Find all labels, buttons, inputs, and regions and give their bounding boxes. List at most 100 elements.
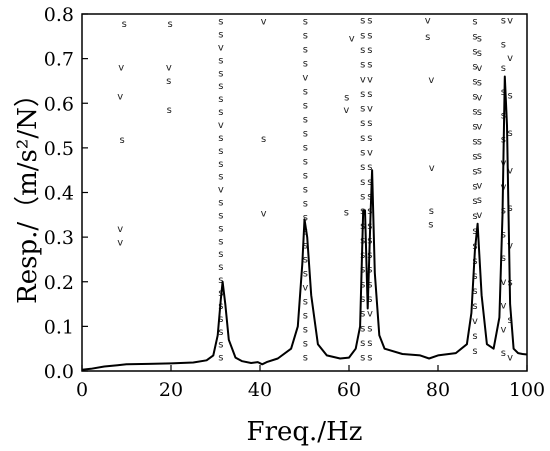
s-marker: s — [477, 48, 482, 59]
v-marker: v — [117, 92, 123, 103]
s-marker: s — [501, 63, 506, 74]
s-marker: s — [472, 151, 477, 162]
s-marker: s — [367, 294, 372, 305]
s-marker: s — [477, 107, 482, 118]
s-marker: s — [218, 17, 223, 28]
v-marker: v — [507, 165, 513, 176]
s-marker: s — [360, 353, 365, 364]
v-marker: v — [507, 53, 513, 64]
y-tick-label: 0.1 — [44, 316, 74, 338]
s-marker: s — [168, 19, 173, 30]
s-marker: s — [507, 128, 512, 139]
s-marker: s — [303, 353, 308, 364]
s-marker: s — [367, 162, 372, 173]
s-marker: s — [360, 133, 365, 144]
y-tick-label: 0.5 — [44, 138, 74, 160]
y-axis: 0.0 0.1 0.2 0.3 0.4 0.5 0.6 0.7 0.8 — [44, 4, 88, 383]
v-marker: v — [500, 277, 506, 288]
s-marker: s — [344, 92, 349, 103]
s-marker: s — [472, 106, 477, 117]
y-tick-label: 0.2 — [44, 272, 74, 294]
s-marker: s — [218, 81, 223, 92]
v-marker: v — [425, 16, 431, 27]
s-marker: s — [218, 327, 223, 338]
s-marker: s — [360, 338, 365, 349]
s-marker: s — [303, 171, 308, 182]
s-marker: s — [303, 339, 308, 350]
s-marker: s — [428, 220, 433, 231]
s-marker: s — [360, 294, 365, 305]
s-marker: s — [119, 135, 124, 146]
v-marker: v — [343, 105, 349, 116]
s-marker: s — [501, 253, 506, 264]
s-marker: s — [367, 191, 372, 202]
s-marker: s — [367, 60, 372, 71]
s-marker: s — [360, 191, 365, 202]
s-marker: s — [303, 213, 308, 224]
s-marker: s — [218, 172, 223, 183]
v-marker: v — [367, 148, 373, 159]
y-tick-label: 0.6 — [44, 93, 74, 115]
s-marker: s — [261, 134, 266, 145]
s-marker: s — [303, 325, 308, 336]
s-marker: s — [472, 91, 477, 102]
s-marker: s — [166, 76, 171, 87]
s-marker: s — [360, 309, 365, 320]
s-marker: s — [367, 133, 372, 144]
s-marker: s — [218, 236, 223, 247]
s-marker: s — [501, 229, 506, 240]
s-marker: s — [367, 323, 372, 334]
s-marker: s — [303, 59, 308, 70]
s-marker: s — [218, 198, 223, 209]
s-marker: s — [501, 39, 506, 50]
v-marker: v — [507, 240, 513, 251]
s-marker: s — [360, 279, 365, 290]
s-marker: s — [360, 30, 365, 41]
s-marker: s — [218, 55, 223, 66]
s-marker: s — [472, 211, 477, 222]
s-marker: s — [303, 101, 308, 112]
s-marker: s — [477, 151, 482, 162]
s-marker: s — [218, 159, 223, 170]
s-marker: s — [360, 148, 365, 159]
s-marker: s — [472, 346, 477, 357]
v-marker: v — [360, 74, 366, 85]
s-marker: s — [360, 89, 365, 100]
s-marker: s — [477, 195, 482, 206]
s-marker: s — [303, 129, 308, 140]
s-marker: s — [303, 311, 308, 322]
x-tick-label: 100 — [509, 379, 545, 401]
y-tick-label: 0.3 — [44, 227, 74, 249]
y-tick-label: 0.4 — [44, 183, 74, 205]
s-marker: s — [367, 338, 372, 349]
v-marker: v — [367, 309, 373, 320]
s-marker: s — [303, 185, 308, 196]
s-marker: s — [501, 87, 506, 98]
y-tick-label: 0.7 — [44, 49, 74, 71]
v-marker: v — [302, 73, 308, 84]
s-marker: s — [472, 301, 477, 312]
v-marker: v — [261, 17, 267, 28]
s-marker: s — [367, 279, 372, 290]
s-marker: s — [507, 91, 512, 102]
v-marker: v — [218, 185, 224, 196]
v-marker: v — [117, 237, 123, 248]
v-marker: v — [429, 163, 435, 174]
s-marker: s — [360, 177, 365, 188]
y-tick-label: 0.8 — [44, 4, 74, 26]
s-marker: s — [472, 121, 477, 132]
s-marker: s — [303, 17, 308, 28]
s-marker: s — [472, 196, 477, 207]
s-marker: s — [477, 34, 482, 45]
s-marker: s — [472, 17, 477, 28]
x-axis: 0 20 40 60 80 100 — [76, 365, 545, 401]
s-marker: s — [218, 133, 223, 144]
s-marker: s — [360, 16, 365, 27]
s-marker: s — [218, 210, 223, 221]
v-marker: v — [476, 122, 482, 133]
s-marker: s — [367, 89, 372, 100]
s-marker: s — [477, 166, 482, 177]
s-marker: s — [360, 265, 365, 276]
s-marker: s — [367, 16, 372, 27]
v-marker: v — [476, 180, 482, 191]
